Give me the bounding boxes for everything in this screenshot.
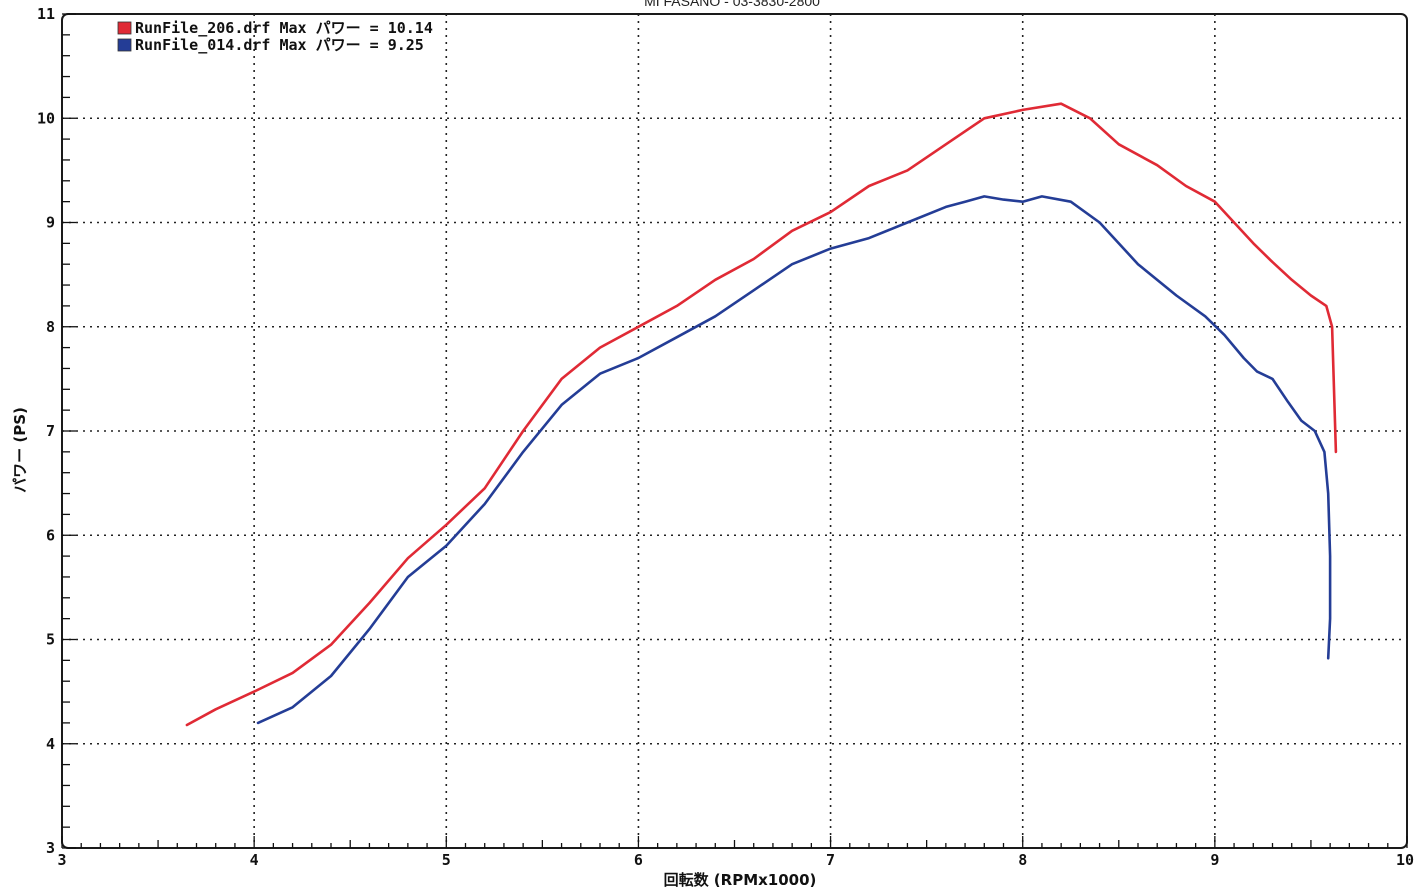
x-tick-label: 9	[1210, 851, 1219, 869]
y-tick-label: 3	[46, 839, 55, 857]
header-text: MI FASANO - 03-3830-2800	[644, 0, 820, 9]
x-tick-label: 3	[57, 851, 66, 869]
y-tick-label: 9	[46, 214, 55, 232]
series-line-1	[185, 102, 1338, 727]
x-tick-label: 6	[634, 851, 643, 869]
x-tick-label: 10	[1396, 851, 1414, 869]
tick-labels: 3 4 5 6 7 8 9 10 3 4 5 6 7 8 9 10 11	[37, 5, 1414, 869]
x-axis-title: 回転数 (RPMx1000)	[664, 871, 817, 889]
x-tick-label: 8	[1018, 851, 1027, 869]
legend-label: RunFile_206.drf Max パワー = 10.14	[135, 19, 433, 37]
legend: RunFile_206.drf Max パワー = 10.14RunFile_0…	[117, 19, 433, 54]
legend-label: RunFile_014.drf Max パワー = 9.25	[135, 36, 424, 54]
y-tick-label: 8	[46, 318, 55, 336]
series-lines	[185, 102, 1338, 727]
y-tick-label: 5	[46, 631, 55, 649]
grid-lines	[62, 14, 1407, 848]
y-tick-label: 10	[37, 109, 55, 127]
legend-swatch	[117, 21, 132, 35]
x-tick-label: 7	[826, 851, 835, 869]
series-line-2	[256, 195, 1332, 725]
y-tick-label: 11	[37, 5, 55, 23]
axis-ticks	[61, 13, 1408, 849]
x-tick-label: 4	[250, 851, 259, 869]
y-tick-label: 7	[46, 422, 55, 440]
x-tick-label: 5	[442, 851, 451, 869]
y-axis-title: パワー (PS)	[11, 407, 29, 493]
legend-swatch	[117, 38, 132, 52]
y-tick-label: 4	[46, 735, 55, 753]
y-tick-label: 6	[46, 526, 55, 544]
